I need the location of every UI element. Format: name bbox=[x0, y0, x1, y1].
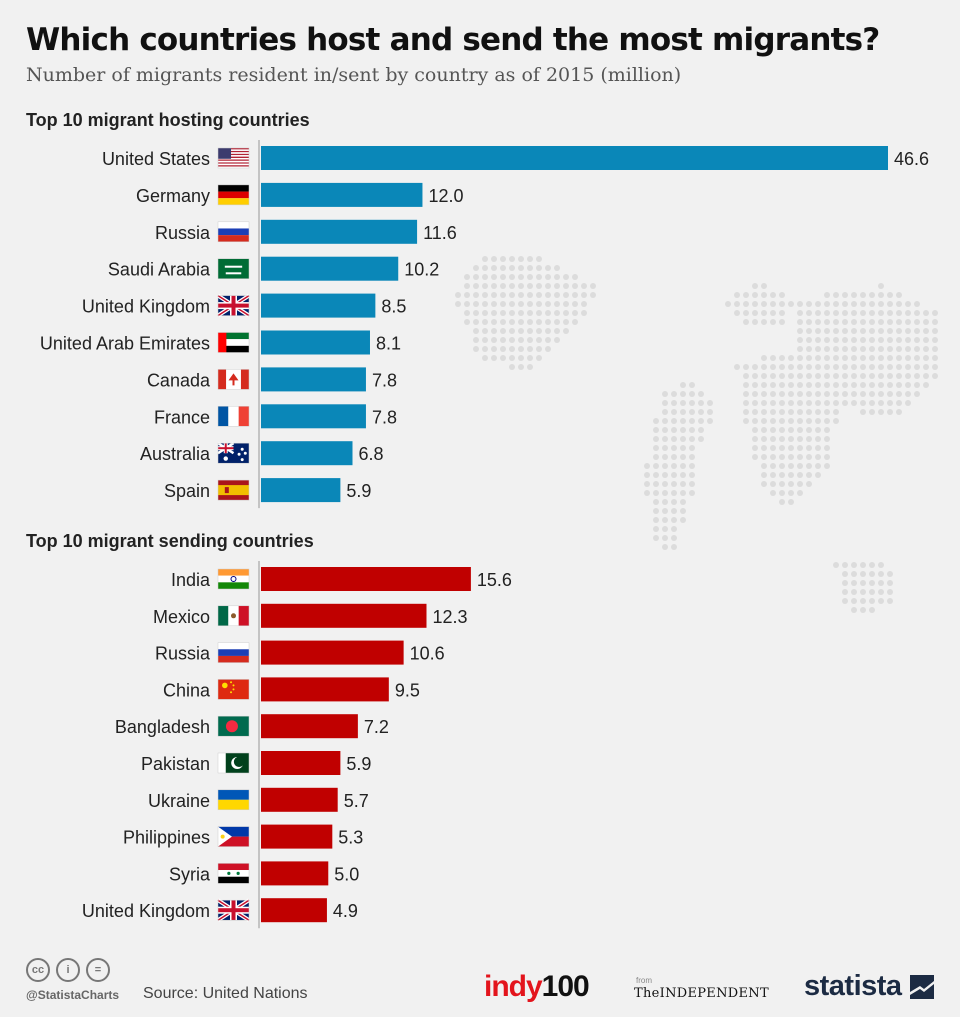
ru-flag-icon bbox=[217, 642, 250, 663]
in-flag-icon bbox=[217, 568, 250, 590]
hosting-value-label: 6.8 bbox=[358, 444, 383, 464]
hosting-bar bbox=[261, 441, 353, 466]
sending-bar bbox=[261, 898, 327, 923]
es-flag-icon bbox=[217, 479, 250, 501]
bd-flag-icon bbox=[217, 715, 250, 737]
independent-logo: TheINDEPENDENT bbox=[634, 986, 769, 1001]
gb-flag-icon bbox=[216, 898, 251, 922]
hosting-value-label: 12.0 bbox=[428, 186, 463, 206]
attribution-icon: i bbox=[56, 958, 80, 982]
sending-bar bbox=[261, 677, 389, 702]
sending-bar bbox=[261, 603, 427, 628]
hosting-value-label: 11.6 bbox=[423, 223, 457, 243]
hosting-value-label: 10.2 bbox=[404, 260, 439, 280]
sending-category-label: United Kingdom bbox=[82, 901, 210, 921]
sending-bar bbox=[261, 861, 329, 886]
hosting-value-label: 7.8 bbox=[372, 370, 397, 390]
sa-flag-icon bbox=[217, 258, 250, 279]
sending-bar bbox=[261, 714, 358, 739]
sending-category-label: Russia bbox=[155, 644, 211, 664]
sending-value-label: 5.0 bbox=[334, 864, 359, 884]
hosting-value-label: 8.5 bbox=[381, 297, 406, 317]
chart-title: Which countries host and send the most m… bbox=[26, 22, 880, 58]
sending-value-label: 5.7 bbox=[344, 791, 369, 811]
hosting-bar bbox=[261, 256, 399, 281]
sending-category-label: Syria bbox=[169, 864, 211, 884]
sending-bar bbox=[261, 640, 404, 665]
sending-category-label: India bbox=[171, 570, 211, 590]
hosting-value-label: 8.1 bbox=[376, 334, 401, 354]
de-flag-icon bbox=[217, 184, 250, 206]
license-icons: cc i = bbox=[26, 958, 110, 982]
hosting-category-label: United Arab Emirates bbox=[40, 334, 210, 354]
sy-flag-icon bbox=[217, 863, 250, 884]
hosting-category-label: United States bbox=[102, 149, 210, 169]
hosting-bar bbox=[261, 478, 341, 503]
sending-value-label: 5.9 bbox=[346, 754, 371, 774]
hosting-bar bbox=[261, 219, 418, 244]
hosting-bar bbox=[261, 330, 370, 355]
sending-value-label: 9.5 bbox=[395, 680, 420, 700]
hosting-bar bbox=[261, 146, 888, 170]
hosting-category-label: United Kingdom bbox=[82, 297, 210, 317]
chart-subtitle: Number of migrants resident in/sent by c… bbox=[26, 64, 682, 86]
pk-flag-icon bbox=[217, 752, 250, 774]
sending-category-label: China bbox=[163, 680, 211, 700]
source-note: Source: United Nations bbox=[143, 985, 308, 1002]
hosting-value-label: 46.6 bbox=[894, 149, 929, 169]
sending-section-title: Top 10 migrant sending countries bbox=[26, 531, 314, 551]
hosting-category-label: France bbox=[154, 407, 210, 427]
sending-category-label: Philippines bbox=[123, 828, 210, 848]
sending-value-label: 7.2 bbox=[364, 717, 389, 737]
sending-bar bbox=[261, 567, 471, 591]
hosting-bar bbox=[261, 293, 376, 318]
fr-flag-icon bbox=[217, 406, 250, 427]
ca-flag-icon bbox=[217, 369, 250, 390]
sending-value-label: 15.6 bbox=[477, 570, 512, 590]
indy100-logo: indy100 bbox=[484, 970, 590, 1003]
hosting-bar bbox=[261, 182, 423, 207]
from-label: from bbox=[636, 976, 652, 985]
sending-value-label: 5.3 bbox=[338, 828, 363, 848]
ru-flag-icon bbox=[217, 221, 250, 243]
sending-value-label: 10.6 bbox=[410, 644, 445, 664]
ph-flag-icon bbox=[217, 826, 250, 847]
hosting-value-label: 5.9 bbox=[346, 481, 371, 501]
sending-category-label: Bangladesh bbox=[115, 717, 210, 737]
hosting-category-label: Canada bbox=[147, 370, 211, 390]
hosting-category-label: Australia bbox=[140, 444, 211, 464]
hosting-category-label: Russia bbox=[155, 223, 211, 243]
au-flag-icon bbox=[217, 442, 250, 464]
sending-bar bbox=[261, 751, 341, 775]
us-flag-icon bbox=[217, 147, 250, 169]
sending-category-label: Mexico bbox=[153, 607, 210, 627]
mx-flag-icon bbox=[217, 605, 250, 627]
hosting-category-label: Germany bbox=[136, 186, 210, 206]
sending-bar bbox=[261, 787, 338, 812]
sending-category-label: Ukraine bbox=[148, 791, 210, 811]
sending-category-label: Pakistan bbox=[141, 754, 210, 774]
statista-handle: @StatistaCharts bbox=[26, 988, 120, 1002]
gb-flag-icon bbox=[216, 293, 251, 318]
ua-flag-icon bbox=[217, 789, 250, 811]
sending-value-label: 4.9 bbox=[333, 901, 358, 921]
statista-logo-icon bbox=[910, 975, 934, 999]
sending-bar bbox=[261, 824, 333, 849]
sending-value-label: 12.3 bbox=[432, 607, 467, 627]
hosting-bar bbox=[261, 367, 366, 392]
hosting-value-label: 7.8 bbox=[372, 407, 397, 427]
hosting-bar bbox=[261, 404, 366, 429]
hosting-category-label: Spain bbox=[164, 481, 210, 501]
cn-flag-icon bbox=[217, 679, 250, 700]
no-derivatives-icon: = bbox=[86, 958, 110, 982]
hosting-category-label: Saudi Arabia bbox=[108, 260, 211, 280]
ae-flag-icon bbox=[217, 332, 250, 353]
hosting-section-title: Top 10 migrant hosting countries bbox=[26, 110, 310, 130]
statista-logo: statista bbox=[804, 970, 902, 1002]
cc-icon: cc bbox=[26, 958, 50, 982]
